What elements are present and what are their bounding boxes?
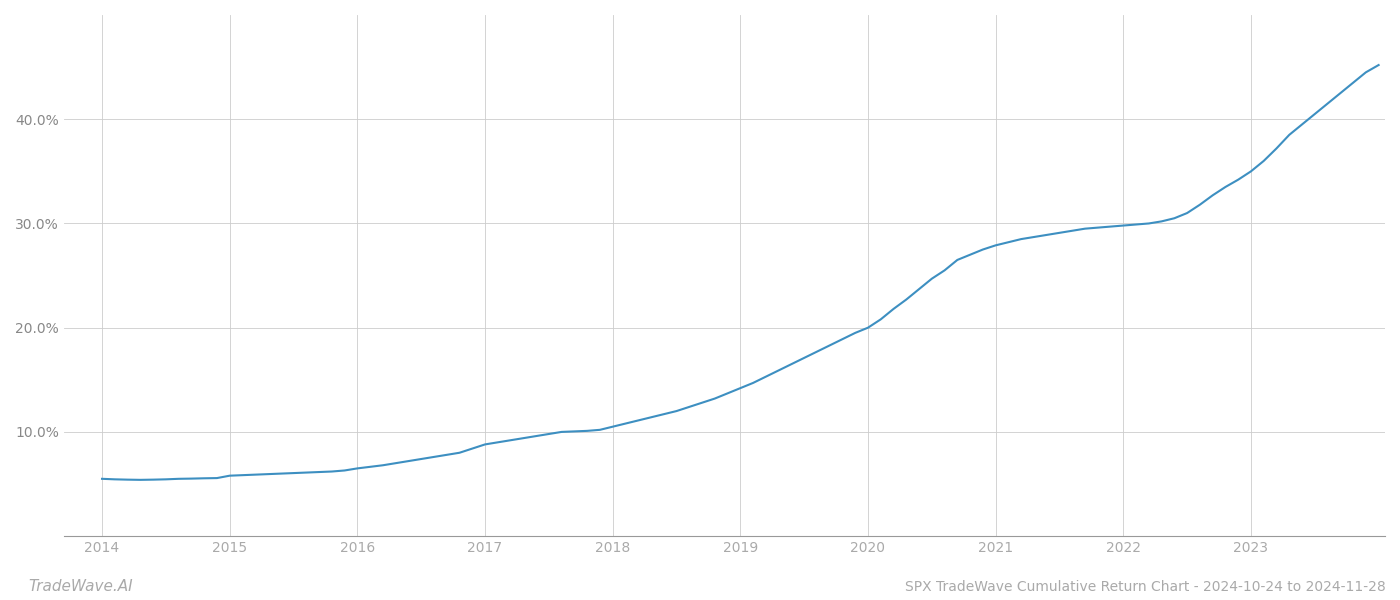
Text: SPX TradeWave Cumulative Return Chart - 2024-10-24 to 2024-11-28: SPX TradeWave Cumulative Return Chart - … [906,580,1386,594]
Text: TradeWave.AI: TradeWave.AI [28,579,133,594]
